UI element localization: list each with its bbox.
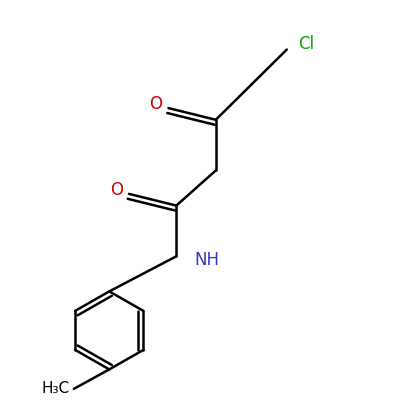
Text: O: O: [110, 181, 123, 199]
Text: H₃C: H₃C: [42, 382, 70, 396]
Text: NH: NH: [194, 251, 219, 269]
Text: Cl: Cl: [299, 35, 315, 53]
Text: O: O: [150, 95, 162, 113]
